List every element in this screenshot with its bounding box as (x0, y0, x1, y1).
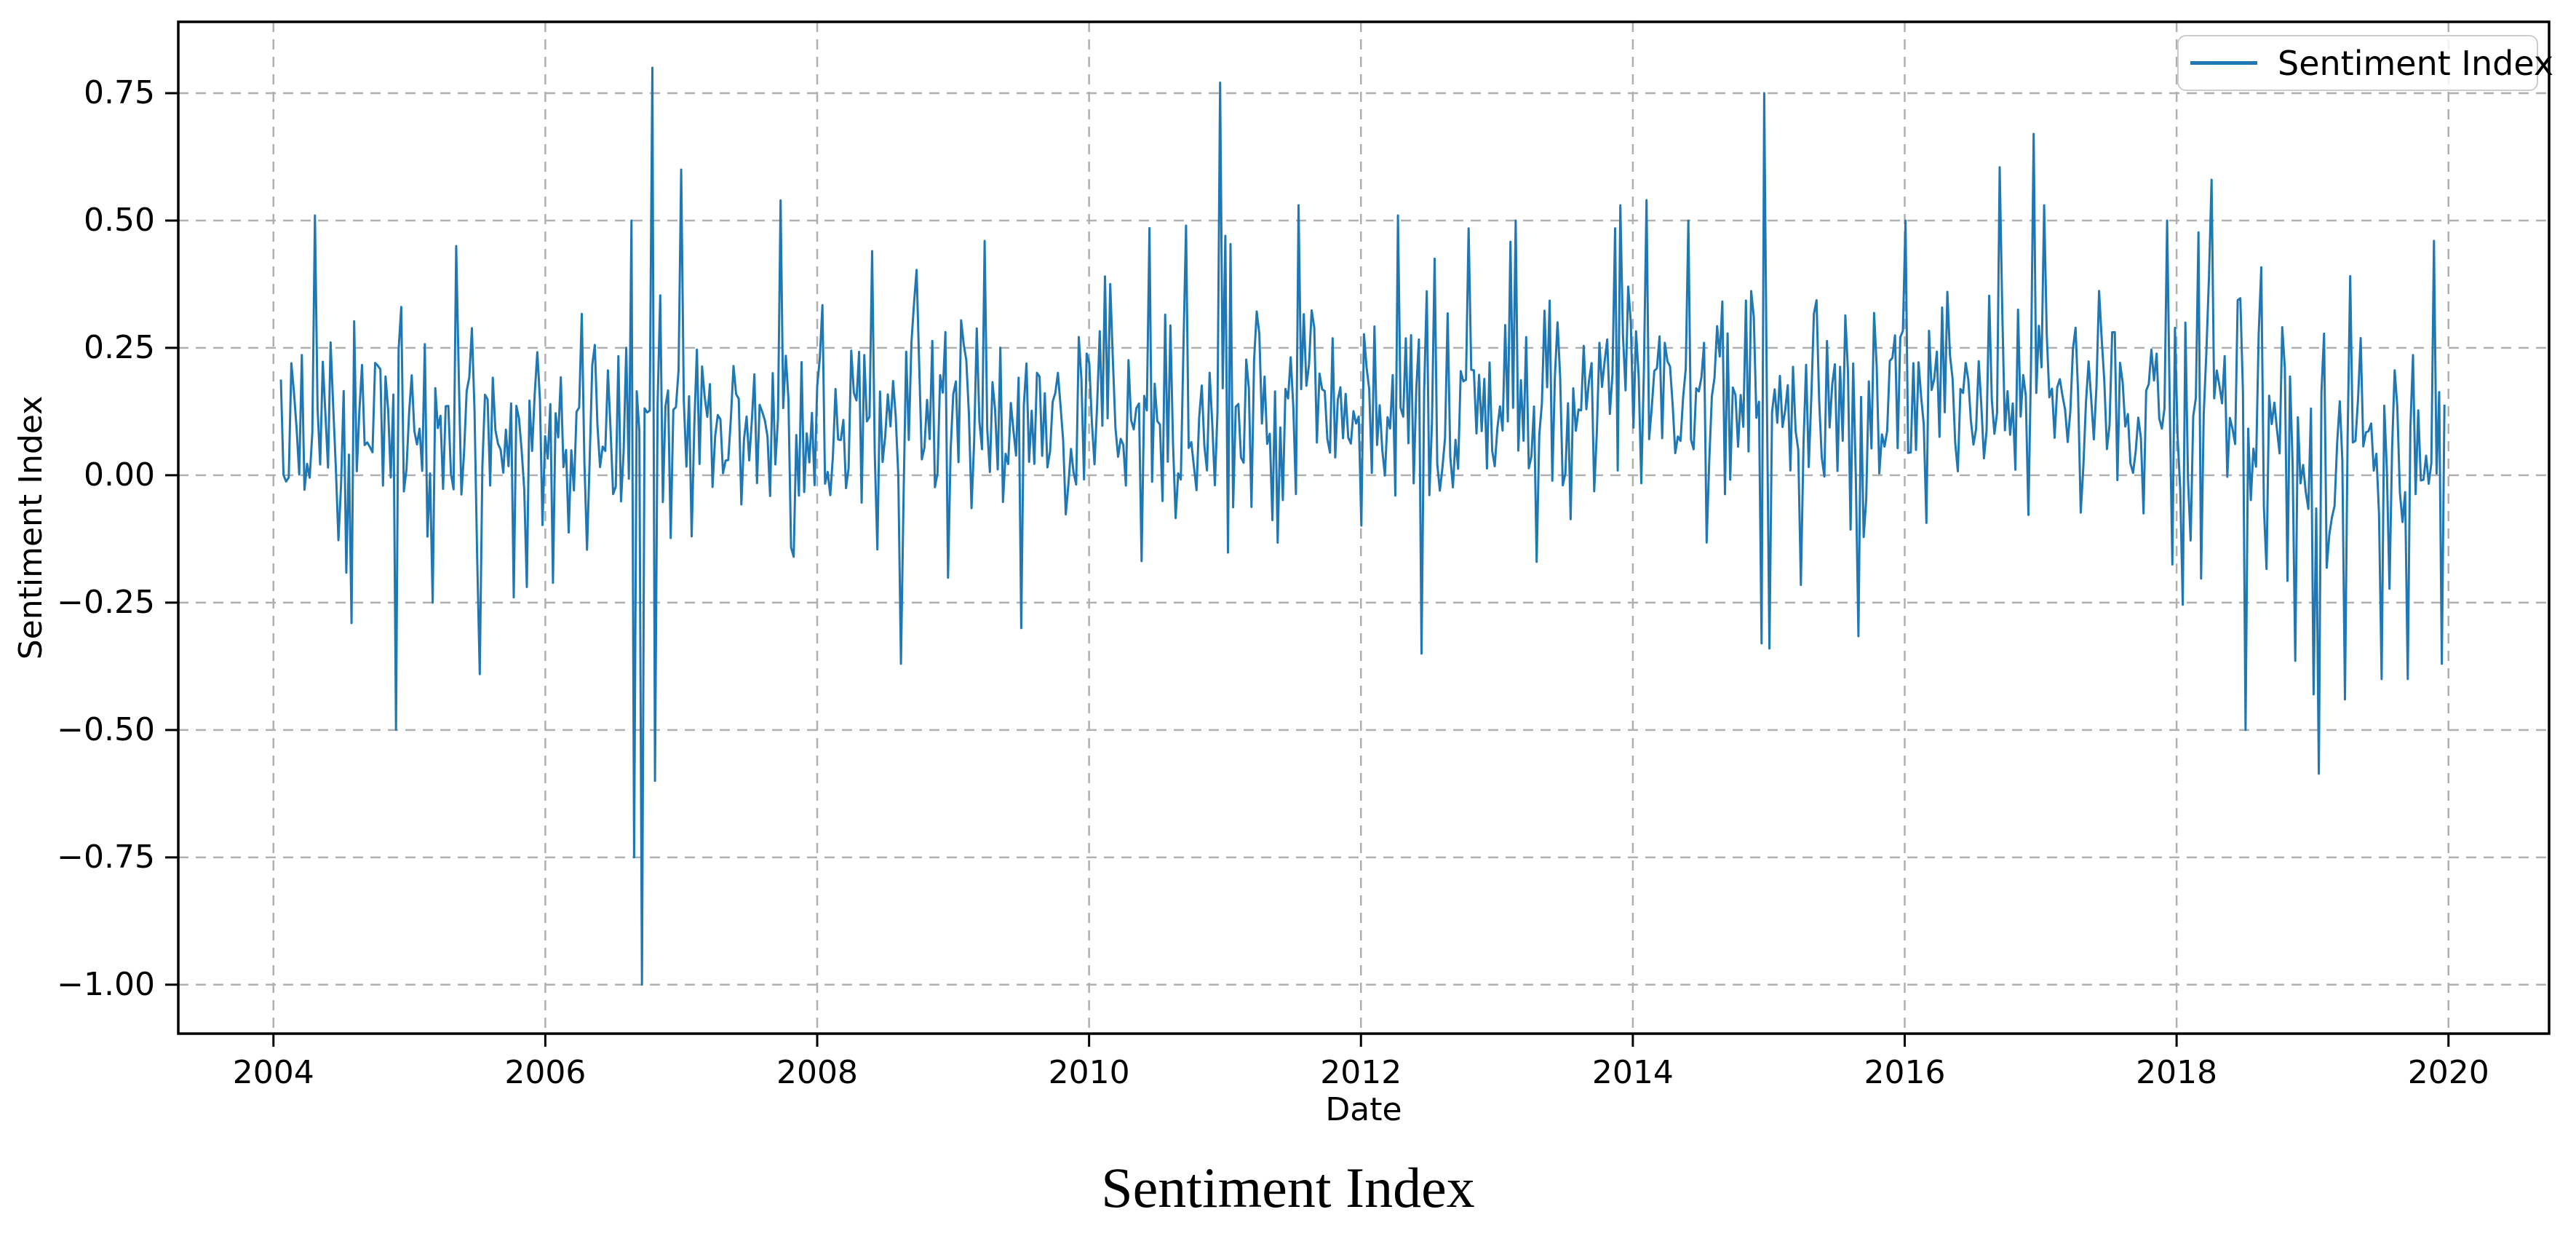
legend-line-sample (2190, 61, 2257, 65)
x-tick-label: 2020 (2407, 1054, 2489, 1091)
x-tick-label: 2006 (504, 1054, 587, 1091)
x-tick-label: 2014 (1591, 1054, 1674, 1091)
x-tick-label: 2012 (1320, 1054, 1402, 1091)
y-tick-label: 0.50 (84, 201, 155, 239)
x-tick-label: 2016 (1864, 1054, 1946, 1091)
y-tick-label: 0.00 (84, 456, 155, 494)
y-tick-label: −0.25 (57, 583, 155, 621)
y-tick-label: −0.75 (57, 838, 155, 876)
tick-marks (165, 92, 2450, 1047)
x-tick-label: 2004 (232, 1054, 314, 1091)
x-tick-label: 2008 (776, 1054, 858, 1091)
series-line (279, 66, 2446, 986)
y-tick-label: 0.25 (84, 328, 155, 366)
grid-lines (178, 22, 2549, 1034)
axes-spines (177, 20, 2551, 1035)
y-tick-label: −1.00 (57, 965, 155, 1003)
x-tick-label: 2010 (1048, 1054, 1130, 1091)
y-tick-label: −0.50 (57, 710, 155, 748)
x-axis-title: Date (1325, 1091, 1402, 1128)
legend: Sentiment Index (2177, 35, 2553, 91)
y-axis-title: Sentiment Index (12, 395, 49, 660)
legend-label: Sentiment Index (2278, 43, 2554, 83)
x-tick-label: 2018 (2136, 1054, 2218, 1091)
figure-caption: Sentiment Index (1101, 1156, 1475, 1219)
y-tick-label: 0.75 (84, 74, 155, 111)
